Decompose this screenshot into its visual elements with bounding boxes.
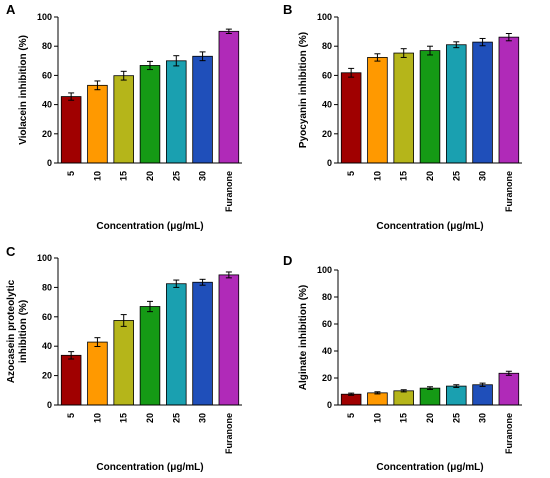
x-axis-title: Concentration (μg/mL) bbox=[96, 221, 203, 232]
category-label: 5 bbox=[346, 413, 356, 418]
bar bbox=[60, 354, 82, 406]
x-axis-title: Concentration (μg/mL) bbox=[96, 462, 203, 473]
y-axis-title: inhibition (%) bbox=[18, 300, 29, 363]
bar bbox=[218, 30, 240, 164]
bar bbox=[340, 72, 362, 164]
y-tick-label: 100 bbox=[317, 265, 332, 275]
bar bbox=[192, 281, 213, 406]
category-label: 15 bbox=[119, 171, 129, 181]
category-label: 5 bbox=[66, 171, 76, 176]
y-tick-label: 60 bbox=[322, 319, 332, 329]
y-tick-label: 40 bbox=[322, 100, 332, 110]
bar bbox=[87, 84, 108, 164]
category-label: 10 bbox=[372, 171, 382, 181]
y-tick-label: 0 bbox=[327, 400, 332, 410]
category-label: 25 bbox=[171, 413, 181, 423]
bar bbox=[446, 385, 467, 406]
x-axis-title: Concentration (μg/mL) bbox=[376, 221, 483, 232]
y-tick-label: 100 bbox=[37, 12, 52, 22]
y-axis-title: Alginate inhibition (%) bbox=[298, 285, 309, 391]
y-tick-label: 40 bbox=[322, 346, 332, 356]
bar bbox=[498, 36, 520, 164]
y-tick-label: 60 bbox=[322, 70, 332, 80]
y-axis-title: Pyocyanin inhibition (%) bbox=[298, 32, 309, 148]
bar bbox=[60, 96, 82, 164]
panel-d: D 5 10 15 20 25 30 Furanone 0 20 40 60 80 100 Alginate… bbox=[283, 253, 522, 473]
bar bbox=[113, 75, 134, 164]
panel-letter: C bbox=[6, 244, 16, 259]
bar bbox=[419, 387, 441, 406]
bar bbox=[166, 60, 187, 164]
bar bbox=[393, 390, 414, 406]
y-axis-title: Violacein inhibition (%) bbox=[18, 35, 29, 145]
category-label: 25 bbox=[451, 171, 461, 181]
y-tick-label: 0 bbox=[47, 158, 52, 168]
category-label: 20 bbox=[145, 171, 155, 181]
category-label: Furanone bbox=[504, 413, 514, 454]
bar bbox=[367, 392, 388, 406]
category-label: 30 bbox=[478, 171, 488, 181]
category-label: 20 bbox=[425, 413, 435, 423]
y-tick-label: 20 bbox=[322, 129, 332, 139]
category-label: 15 bbox=[399, 171, 409, 181]
bar bbox=[139, 65, 161, 164]
bar bbox=[419, 50, 441, 164]
y-tick-label: 100 bbox=[37, 253, 52, 263]
category-label: 25 bbox=[171, 171, 181, 181]
bar bbox=[139, 306, 161, 406]
bar bbox=[340, 393, 362, 406]
bar bbox=[498, 372, 520, 406]
category-label: 5 bbox=[66, 413, 76, 418]
panel-c: C 5 10 15 20 25 30 Furanone 0 20 40 60 80 100 Azocasei… bbox=[6, 244, 242, 473]
panel-b: B 5 10 15 20 25 30 Furanone 0 20 40 60 80 100 Pyocyani… bbox=[283, 2, 522, 232]
y-tick-label: 80 bbox=[322, 292, 332, 302]
y-tick-label: 0 bbox=[47, 400, 52, 410]
bar bbox=[113, 320, 134, 406]
panel-letter: A bbox=[6, 2, 16, 17]
bar bbox=[166, 283, 187, 406]
category-label: 30 bbox=[198, 171, 208, 181]
y-tick-label: 20 bbox=[322, 373, 332, 383]
category-label: 20 bbox=[145, 413, 155, 423]
y-tick-label: 60 bbox=[42, 312, 52, 322]
bar bbox=[218, 274, 240, 406]
y-tick-label: 0 bbox=[327, 158, 332, 168]
category-label: 5 bbox=[346, 171, 356, 176]
bar bbox=[393, 52, 414, 164]
bar bbox=[192, 55, 213, 164]
y-tick-label: 20 bbox=[42, 129, 52, 139]
category-label: 25 bbox=[451, 413, 461, 423]
y-tick-label: 60 bbox=[42, 70, 52, 80]
y-tick-label: 80 bbox=[42, 41, 52, 51]
bar bbox=[87, 341, 108, 406]
category-label: 15 bbox=[119, 413, 129, 423]
category-label: Furanone bbox=[224, 171, 234, 212]
y-tick-label: 40 bbox=[42, 341, 52, 351]
category-label: 15 bbox=[399, 413, 409, 423]
bar bbox=[472, 41, 493, 164]
y-tick-label: 40 bbox=[42, 100, 52, 110]
category-label: 10 bbox=[92, 171, 102, 181]
y-tick-label: 20 bbox=[42, 371, 52, 381]
category-label: 20 bbox=[425, 171, 435, 181]
category-label: 30 bbox=[198, 413, 208, 423]
category-label: Furanone bbox=[504, 171, 514, 212]
panel-letter: B bbox=[283, 2, 292, 17]
category-label: 30 bbox=[478, 413, 488, 423]
bar bbox=[472, 384, 493, 406]
y-tick-label: 80 bbox=[322, 41, 332, 51]
y-axis-title: Azocasein proteolytic bbox=[6, 279, 17, 383]
bar bbox=[446, 44, 467, 164]
y-tick-label: 100 bbox=[317, 12, 332, 22]
category-label: 10 bbox=[372, 413, 382, 423]
category-label: Furanone bbox=[224, 413, 234, 454]
panel-a: A 5 10 15 20 25 30 Furanone 0 20 40 60 80 100 Violacei… bbox=[6, 2, 242, 232]
x-axis-title: Concentration (μg/mL) bbox=[376, 462, 483, 473]
category-label: 10 bbox=[92, 413, 102, 423]
panel-letter: D bbox=[283, 253, 292, 268]
y-tick-label: 80 bbox=[42, 282, 52, 292]
bar bbox=[367, 57, 388, 164]
